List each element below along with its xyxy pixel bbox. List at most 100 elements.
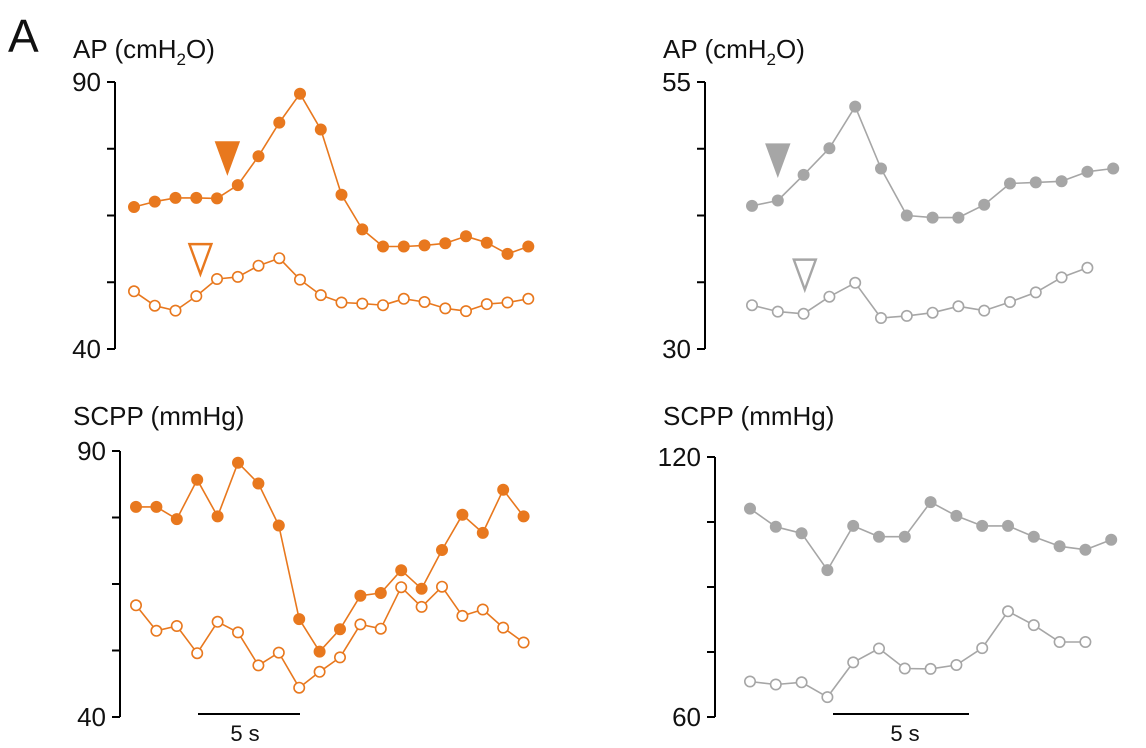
scpp-right-open-point — [769, 678, 782, 691]
scpp-right-filled-point — [976, 519, 989, 532]
ap-left-filled-point — [314, 123, 327, 136]
scpp-left-open-point — [170, 619, 183, 632]
scpp-left-open-point — [293, 681, 306, 694]
ap-left-open-point — [480, 298, 493, 311]
ap-left-open-point — [148, 299, 161, 312]
ap-right-tick-label: 30 — [662, 334, 691, 364]
ap-right-open-point — [926, 306, 939, 319]
scpp-left-plot: 90 40 — [77, 436, 530, 732]
ap-left-open-point — [231, 270, 244, 283]
ap-left-filled-point — [335, 188, 348, 201]
scpp-right-title: SCPP (mmHg) — [663, 401, 834, 431]
scpp-right-filled-point — [769, 520, 782, 533]
ap-left-open-point — [376, 299, 389, 312]
ap-left-filled-point — [376, 240, 389, 253]
scpp-left-filled-point — [232, 456, 245, 469]
scpp-left-open-point — [313, 665, 326, 678]
ap-left-open-point — [293, 273, 306, 286]
ap-right-filled-point — [823, 142, 836, 155]
ap-left-filled-point — [169, 191, 182, 204]
scpp-left-open-point — [456, 609, 469, 622]
scpp-right-open-point — [950, 658, 963, 671]
ap-right-filled-point — [797, 168, 810, 181]
ap-left-open-point — [169, 304, 182, 317]
ap-left-filled-point — [128, 201, 141, 214]
ap-right-filled-point — [1055, 175, 1068, 188]
ap-right-filled-point — [874, 162, 887, 175]
scpp-right-filled-point — [847, 519, 860, 532]
ap-right-open-point — [1003, 295, 1016, 308]
ap-left-tick-label: 90 — [72, 67, 101, 97]
scpp-left-filled-point — [415, 582, 428, 595]
scpp-right-filled-point — [1053, 540, 1066, 553]
ap-right-filled-point — [978, 198, 991, 211]
scpp-right-open-point — [795, 676, 808, 689]
scpp-left-open-point — [191, 647, 204, 660]
ap-left-open-point — [356, 297, 369, 310]
ap-left-open-point — [273, 252, 286, 265]
ap-right-open-point — [745, 299, 758, 312]
scpp-right-filled-point — [950, 509, 963, 522]
ap-right-filled-point — [1029, 176, 1042, 189]
scpp-right-open-point — [976, 642, 989, 655]
scpp-right-filled-point — [1001, 519, 1014, 532]
scpp-left-open-point — [415, 600, 428, 613]
ap-left-tick-label: 40 — [72, 334, 101, 364]
scpp-left-open-point — [435, 580, 448, 593]
ap-right-open-point — [900, 309, 913, 322]
scpp-left-open-point — [150, 624, 163, 637]
ap-right-open-point — [771, 305, 784, 318]
scpp-left-filled-point — [395, 564, 408, 577]
ap-left-filled-point — [522, 240, 535, 253]
scpp-right-open-point — [898, 662, 911, 675]
scpp-left-filled-point — [333, 623, 346, 636]
ap-right-open-point — [952, 300, 965, 313]
scpp-left-tick-label: 90 — [77, 436, 106, 466]
scpp-right-open-point — [743, 675, 756, 688]
scpp-left-open-point — [374, 622, 387, 635]
scpp-right-open-point — [821, 691, 834, 704]
ap-right-open-point — [978, 304, 991, 317]
scpp-right-filled-point — [1079, 543, 1092, 556]
ap-left-filled-point — [211, 192, 224, 205]
scpp-right-filled-point — [795, 527, 808, 540]
ap-left-filled-point — [397, 240, 410, 253]
scpp-right-open-point — [847, 656, 860, 669]
ap-right-open-point — [1055, 271, 1068, 284]
scpp-left-filled-point — [374, 586, 387, 599]
scpp-right-open-point — [1053, 635, 1066, 648]
scpp-right-open-point — [1001, 605, 1014, 618]
ap-right-filled-point — [1081, 165, 1094, 178]
scpp-left-filled-point — [293, 613, 306, 626]
scpp-left-filled-point — [272, 519, 285, 532]
scpp-right-filled-point — [743, 502, 756, 515]
scpp-right-filled-point — [1105, 533, 1118, 546]
scpp-left-filled-series-line — [136, 461, 525, 653]
ap-right-filled-arrowhead — [765, 143, 791, 179]
scpp-right-filled-point — [821, 564, 834, 577]
ap-left-open-point — [459, 305, 472, 318]
scpp-right-filled-point — [1027, 530, 1040, 543]
scpp-left-open-point — [517, 636, 530, 649]
scpp-right-open-point — [1079, 635, 1092, 648]
ap-left-open-point — [439, 302, 452, 315]
scpp-left-open-point — [211, 615, 224, 628]
ap-left-open-arrowhead — [187, 242, 214, 278]
ap-left-open-point — [397, 292, 410, 305]
ap-left-open-point — [501, 296, 514, 309]
scpp-left-filled-point — [130, 500, 143, 513]
scpp-right-open-point — [924, 662, 937, 675]
ap-right-filled-point — [745, 199, 758, 212]
scpp-left-filled-point — [476, 526, 489, 539]
scpp-left-open-point — [395, 581, 408, 594]
ap-right-open-point — [1029, 286, 1042, 299]
scpp-left-open-point — [252, 659, 265, 672]
ap-left-open-point — [418, 295, 431, 308]
scpp-left-open-point — [333, 651, 346, 664]
ap-left-open-point — [314, 289, 327, 302]
ap-left-filled-point — [439, 237, 452, 250]
ap-right-open-point — [797, 307, 810, 320]
ap-right-filled-point — [1003, 177, 1016, 190]
scpp-left-open-point — [130, 599, 143, 612]
